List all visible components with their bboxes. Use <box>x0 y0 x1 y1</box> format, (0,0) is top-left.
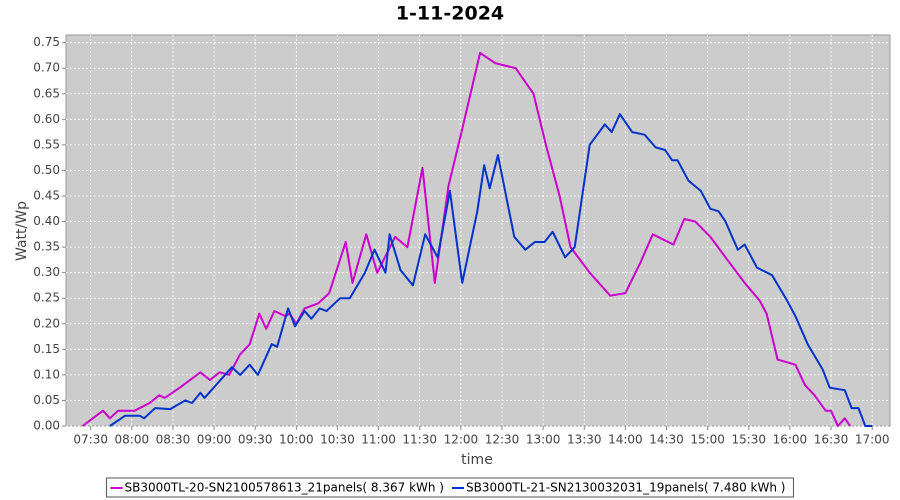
plot-area <box>65 34 891 427</box>
x-tick-label: 12:30 <box>485 433 520 447</box>
x-tick-label: 13:30 <box>567 433 602 447</box>
y-tick-label: 0.10 <box>33 367 60 381</box>
series-line <box>81 51 852 427</box>
x-tick-label: 14:30 <box>649 433 684 447</box>
y-tick-label: 0.45 <box>33 189 60 203</box>
y-tick-label: 0.20 <box>33 316 60 330</box>
y-tick-label: 0.35 <box>33 240 60 254</box>
y-tick-label: 0.25 <box>33 291 60 305</box>
x-tick-label: 14:00 <box>608 433 643 447</box>
series-line <box>109 113 873 427</box>
y-tick-label: 0.60 <box>33 112 60 126</box>
y-tick-label: 0.30 <box>33 265 60 279</box>
x-tick-label: 08:30 <box>156 433 191 447</box>
x-tick-label: 12:00 <box>444 433 479 447</box>
x-tick-label: 13:00 <box>526 433 561 447</box>
x-tick-label: 10:00 <box>279 433 314 447</box>
x-tick-label: 08:00 <box>115 433 150 447</box>
legend-label: SB3000TL-21-SN2130032031_19panels( 7.480… <box>466 481 785 495</box>
x-tick-label: 17:00 <box>855 433 890 447</box>
x-tick-label: 15:30 <box>731 433 766 447</box>
y-tick-label: 0.05 <box>33 393 60 407</box>
y-tick-label: 0.15 <box>33 342 60 356</box>
y-tick-label: 0.65 <box>33 86 60 100</box>
x-tick-label: 09:30 <box>238 433 273 447</box>
legend: SB3000TL-20-SN2100578613_21panels( 8.367… <box>106 477 794 498</box>
x-tick-label: 16:30 <box>814 433 849 447</box>
x-tick-label: 11:00 <box>361 433 396 447</box>
x-axis-label: time <box>461 452 493 468</box>
y-tick-label: 0.00 <box>33 419 60 433</box>
y-tick-label: 0.40 <box>33 214 60 228</box>
chart-title: 1-11-2024 <box>396 3 504 25</box>
y-axis-label: Watt/Wp <box>14 201 30 261</box>
x-tick-label: 11:30 <box>402 433 437 447</box>
x-tick-label: 16:00 <box>773 433 808 447</box>
y-tick-label: 0.50 <box>33 163 60 177</box>
legend-box <box>106 477 794 498</box>
x-tick-label: 10:30 <box>320 433 355 447</box>
y-tick-label: 0.75 <box>33 35 60 49</box>
legend-label: SB3000TL-20-SN2100578613_21panels( 8.367… <box>125 481 444 495</box>
x-tick-label: 15:00 <box>690 433 725 447</box>
y-tick-label: 0.55 <box>33 137 60 151</box>
y-tick-label: 0.70 <box>33 61 60 75</box>
x-tick-label: 09:00 <box>197 433 232 447</box>
x-tick-label: 07:30 <box>73 433 108 447</box>
